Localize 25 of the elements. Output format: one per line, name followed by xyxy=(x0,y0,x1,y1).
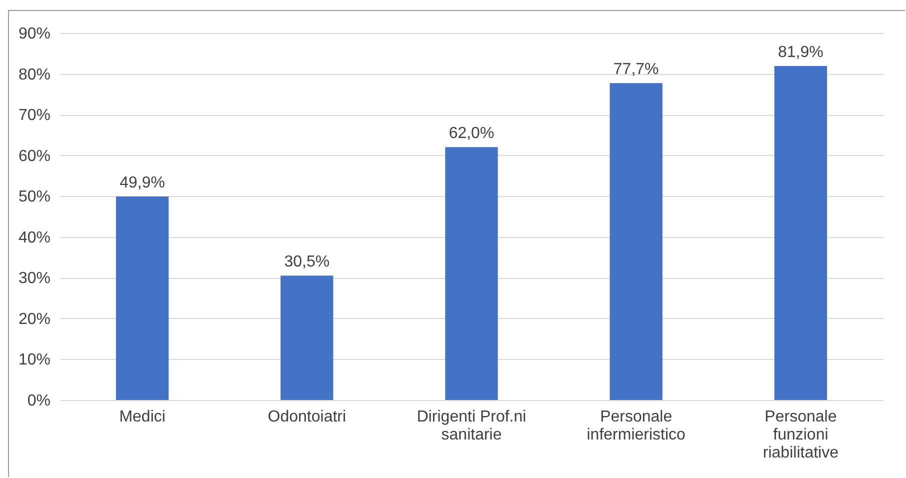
y-tick-label: 60% xyxy=(18,148,50,165)
data-label: 30,5% xyxy=(284,254,330,271)
data-label: 62,0% xyxy=(448,125,494,142)
bar xyxy=(116,196,169,400)
data-label: 81,9% xyxy=(778,44,824,62)
y-tick-label: 70% xyxy=(18,107,50,124)
bar xyxy=(610,83,662,400)
bar xyxy=(774,66,828,400)
x-tick-label: Dirigenti Prof.ni sanitarie xyxy=(416,408,526,444)
y-tick-label: 30% xyxy=(18,270,50,288)
y-tick-label: 10% xyxy=(18,352,50,369)
bar xyxy=(280,276,334,400)
x-tick-label: Personale funzioni riabilitative xyxy=(762,408,839,462)
y-tick-label: 20% xyxy=(18,310,50,328)
data-label: 77,7% xyxy=(613,61,659,78)
y-tick-label: 80% xyxy=(18,66,50,84)
y-tick-label: 90% xyxy=(18,26,50,42)
bar xyxy=(445,147,498,400)
y-tick-label: 0% xyxy=(27,392,50,410)
x-tick-label: Medici xyxy=(119,408,166,426)
x-tick-label: Odontoiatri xyxy=(268,408,346,426)
data-label: 49,9% xyxy=(120,174,165,192)
y-tick-label: 40% xyxy=(18,229,50,246)
y-tick-label: 50% xyxy=(18,188,50,206)
x-tick-label: Personale infermieristico xyxy=(586,408,686,444)
